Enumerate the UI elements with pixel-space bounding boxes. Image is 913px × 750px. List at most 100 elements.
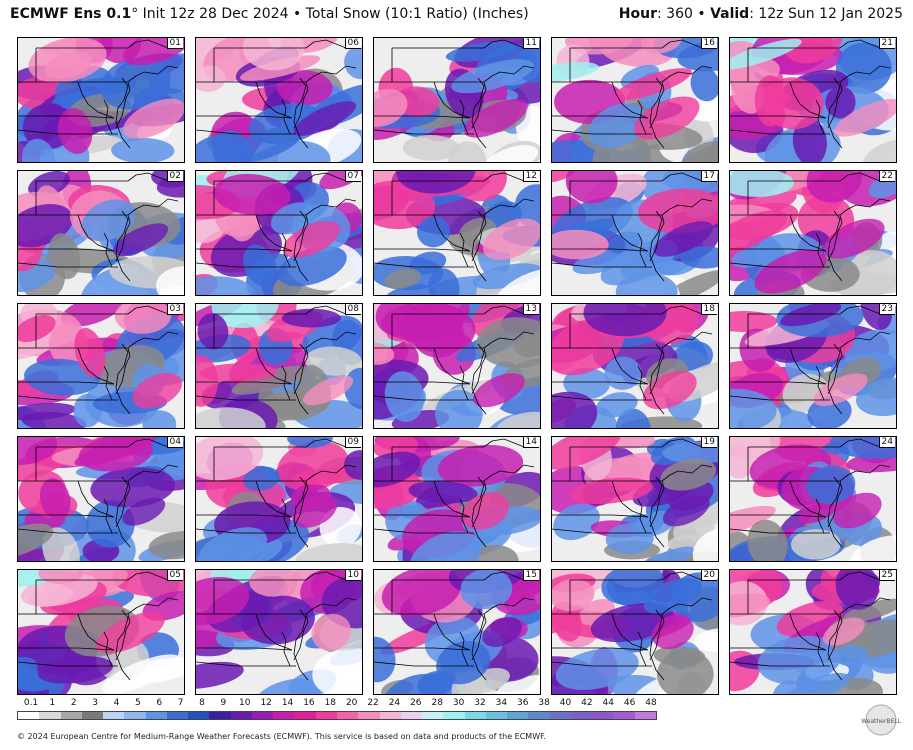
scale-swatch <box>230 712 252 719</box>
scale-swatch <box>60 712 82 719</box>
scale-swatch <box>464 712 486 719</box>
member-panel-06: 06 <box>195 37 363 163</box>
scale-label: 3 <box>92 698 98 708</box>
member-number: 03 <box>166 304 183 315</box>
member-panel-10: 10 <box>195 569 363 695</box>
member-grid: 01 06 11 16 21 02 07 12 17 22 03 08 13 18 23 04 09 14 19 24… <box>17 37 897 697</box>
member-number: 24 <box>878 437 895 448</box>
scale-label: 1 <box>49 698 56 708</box>
member-panel-07: 07 <box>195 170 363 296</box>
member-panel-19: 19 <box>551 436 719 562</box>
member-number: 19 <box>700 437 717 448</box>
scale-swatch <box>592 712 614 719</box>
scale-swatch <box>379 712 401 719</box>
scale-swatch <box>251 712 274 719</box>
scale-swatch <box>443 712 465 719</box>
scale-swatch <box>124 712 146 719</box>
member-number: 04 <box>166 437 183 448</box>
scale-label: 48 <box>645 698 657 708</box>
scale-swatch <box>103 712 125 719</box>
member-number: 20 <box>700 570 717 581</box>
member-panel-08: 08 <box>195 303 363 429</box>
scale-label: 38 <box>538 698 550 708</box>
scale-swatch <box>634 712 656 719</box>
copyright-footer: © 2024 European Centre for Medium-Range … <box>17 732 546 741</box>
scale-label: 12 <box>260 698 272 708</box>
member-panel-04: 04 <box>17 436 185 562</box>
valid-label: Valid <box>710 6 750 22</box>
member-number: 18 <box>700 304 717 315</box>
scale-label: 36 <box>516 698 529 708</box>
scale-swatch <box>485 712 508 719</box>
member-panel-15: 15 <box>373 569 541 695</box>
member-panel-01: 01 <box>17 37 185 163</box>
scale-swatch <box>188 712 210 719</box>
scale-swatch <box>549 712 571 719</box>
scale-swatch <box>209 712 231 719</box>
scale-swatch <box>336 712 359 719</box>
member-number: 06 <box>344 38 361 49</box>
scale-label: 9 <box>220 698 227 708</box>
member-panel-23: 23 <box>729 303 897 429</box>
scale-label: 7 <box>177 698 184 708</box>
member-panel-24: 24 <box>729 436 897 562</box>
member-number: 14 <box>522 437 539 448</box>
scale-label: 40 <box>559 698 572 708</box>
scale-label: 8 <box>199 698 205 708</box>
scale-swatch <box>18 712 40 719</box>
scale-swatch <box>145 712 167 719</box>
scale-swatch <box>528 712 550 719</box>
scale-label: 18 <box>324 698 337 708</box>
member-number: 21 <box>878 38 895 49</box>
scale-swatch <box>315 712 337 719</box>
scale-swatch <box>613 712 635 719</box>
member-number: 02 <box>166 171 183 182</box>
scale-label: 14 <box>281 698 294 708</box>
scale-label: 20 <box>345 698 358 708</box>
scale-swatch <box>273 712 295 719</box>
scale-label: 5 <box>135 698 141 708</box>
member-number: 09 <box>344 437 361 448</box>
member-number: 17 <box>700 171 717 182</box>
member-panel-03: 03 <box>17 303 185 429</box>
scale-swatch <box>400 712 423 719</box>
degree-symbol: ° <box>131 6 139 22</box>
title: ECMWF Ens 0.1° Init 12z 28 Dec 2024 • To… <box>10 6 529 22</box>
svg-text:WeatherBELL: WeatherBELL <box>861 718 902 725</box>
member-number: 13 <box>522 304 539 315</box>
color-scale: 0.1 1 2 3 4 5 6 7 8 9 10 12 14 16 18 20 22 24 26 28 30 32 34 36… <box>17 698 657 728</box>
member-panel-02: 02 <box>17 170 185 296</box>
member-panel-09: 09 <box>195 436 363 562</box>
scale-label: 10 <box>239 698 251 708</box>
scale-label: 30 <box>452 698 465 708</box>
scale-swatch <box>166 712 189 719</box>
member-number: 05 <box>166 570 183 581</box>
valid-value: : 12z Sun 12 Jan 2025 <box>749 6 903 22</box>
weatherbell-logo: WeatherBELL <box>857 702 905 738</box>
scale-swatch <box>358 712 380 719</box>
member-number: 23 <box>878 304 895 315</box>
member-number: 07 <box>344 171 361 182</box>
valid-time: Hour: 360 • Valid: 12z Sun 12 Jan 2025 <box>619 6 903 22</box>
scale-label: 0.1 <box>23 698 39 708</box>
scale-label: 16 <box>303 698 315 708</box>
scale-swatch <box>507 712 529 719</box>
member-panel-05: 05 <box>17 569 185 695</box>
hour-value: : 360 • <box>657 6 706 22</box>
scale-label: 26 <box>410 698 422 708</box>
member-panel-13: 13 <box>373 303 541 429</box>
member-panel-22: 22 <box>729 170 897 296</box>
member-number: 22 <box>878 171 895 182</box>
member-number: 10 <box>344 570 361 581</box>
member-number: 08 <box>344 304 361 315</box>
scale-label: 22 <box>367 698 379 708</box>
member-panel-14: 14 <box>373 436 541 562</box>
scale-swatch <box>570 712 593 719</box>
scale-bar <box>17 711 657 720</box>
member-panel-12: 12 <box>373 170 541 296</box>
scale-label: 2 <box>70 698 77 708</box>
scale-label: 42 <box>581 698 593 708</box>
member-panel-25: 25 <box>729 569 897 695</box>
member-number: 11 <box>522 38 539 49</box>
scale-swatch <box>39 712 61 719</box>
